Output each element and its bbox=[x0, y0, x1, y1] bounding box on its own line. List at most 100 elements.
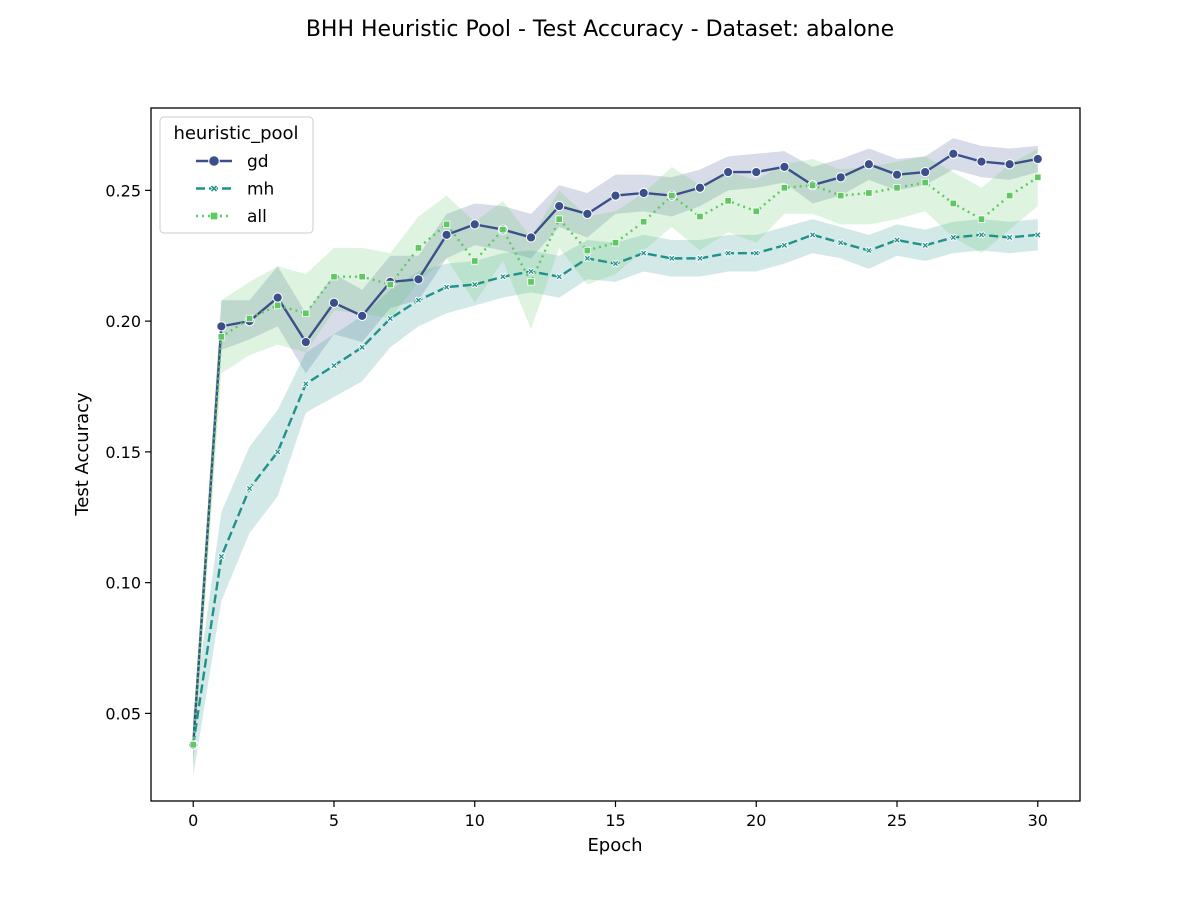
data-point-mh bbox=[273, 448, 282, 456]
data-point-all bbox=[921, 178, 929, 187]
legend-box bbox=[159, 116, 314, 234]
x-tick-label: 30 bbox=[1028, 811, 1048, 830]
data-point-all bbox=[893, 184, 901, 192]
data-point-mh bbox=[414, 296, 423, 304]
data-point-all bbox=[555, 215, 563, 223]
data-point-mh bbox=[1034, 231, 1042, 239]
data-point-mh bbox=[893, 236, 901, 244]
data-point-all bbox=[583, 246, 591, 255]
data-point-gd bbox=[582, 208, 593, 220]
legend-items: gd mh all bbox=[196, 152, 274, 227]
data-point-mh bbox=[752, 249, 761, 257]
data-point-all bbox=[949, 199, 957, 208]
data-point-mh bbox=[555, 272, 563, 281]
data-point-gd bbox=[525, 232, 537, 243]
data-point-all bbox=[808, 181, 817, 189]
data-point-gd bbox=[638, 187, 649, 199]
legend-marker-all bbox=[209, 211, 219, 221]
data-point-all bbox=[696, 212, 704, 221]
data-point-all bbox=[527, 278, 535, 286]
series-markers bbox=[188, 148, 1043, 750]
data-point-gd bbox=[779, 161, 790, 172]
data-point-all bbox=[414, 244, 423, 252]
data-point-all bbox=[189, 741, 197, 749]
data-point-all bbox=[752, 207, 760, 215]
data-point-mh bbox=[836, 238, 845, 247]
data-point-mh bbox=[527, 267, 535, 276]
x-tick-label: 10 bbox=[465, 811, 485, 830]
data-point-gd bbox=[694, 182, 706, 193]
data-point-gd bbox=[1032, 153, 1043, 165]
data-point-gd bbox=[751, 166, 762, 178]
data-point-all bbox=[865, 189, 873, 197]
data-point-mh bbox=[499, 272, 507, 281]
y-axis-label: Test Accuracy bbox=[72, 392, 93, 517]
x-tick-label: 0 bbox=[188, 811, 198, 830]
data-point-all bbox=[1034, 173, 1042, 181]
data-point-mh bbox=[724, 249, 732, 257]
data-point-mh bbox=[949, 233, 958, 242]
data-point-all bbox=[724, 197, 732, 205]
data-point-gd bbox=[554, 200, 565, 212]
confidence-bands bbox=[193, 138, 1038, 777]
legend-marker-gd bbox=[208, 155, 220, 167]
data-point-mh bbox=[668, 254, 676, 263]
legend-label-all: all bbox=[247, 207, 267, 227]
data-point-gd bbox=[610, 190, 621, 201]
y-tick-label: 0.25 bbox=[105, 181, 141, 200]
x-axis: 0 5 10 15 20 25 30 bbox=[188, 801, 1048, 830]
data-point-all bbox=[302, 309, 310, 317]
data-point-gd bbox=[1004, 159, 1015, 170]
data-point-gd bbox=[723, 166, 734, 178]
data-point-all bbox=[442, 220, 451, 229]
y-tick-label: 0.05 bbox=[105, 704, 141, 723]
data-point-all bbox=[217, 333, 226, 341]
data-point-mh bbox=[583, 254, 592, 263]
data-point-mh bbox=[780, 241, 789, 250]
data-point-mh bbox=[977, 231, 986, 239]
data-point-gd bbox=[891, 169, 903, 180]
data-point-gd bbox=[835, 172, 846, 183]
x-tick-label: 20 bbox=[746, 811, 766, 830]
x-tick-label: 15 bbox=[605, 811, 625, 830]
data-point-mh bbox=[470, 280, 479, 289]
data-point-mh bbox=[696, 254, 704, 263]
data-point-mh bbox=[330, 361, 338, 370]
data-point-mh bbox=[1005, 233, 1014, 242]
data-point-mh bbox=[245, 484, 254, 493]
y-tick-label: 0.20 bbox=[105, 312, 141, 331]
data-point-all bbox=[837, 191, 845, 200]
y-tick-label: 0.10 bbox=[105, 574, 141, 593]
legend-marker-mh bbox=[209, 184, 219, 193]
data-point-gd bbox=[441, 229, 452, 240]
data-point-gd bbox=[976, 156, 987, 167]
data-point-all bbox=[358, 273, 366, 281]
data-point-mh bbox=[639, 249, 648, 257]
x-tick-label: 5 bbox=[329, 811, 339, 830]
data-point-gd bbox=[948, 148, 959, 159]
y-tick-label: 0.15 bbox=[105, 443, 141, 462]
x-tick-label: 25 bbox=[887, 811, 907, 830]
data-point-all bbox=[471, 257, 479, 265]
data-point-mh bbox=[865, 246, 873, 255]
data-point-mh bbox=[386, 314, 395, 323]
data-point-all bbox=[668, 191, 676, 200]
data-point-gd bbox=[328, 297, 340, 308]
data-point-gd bbox=[469, 219, 480, 230]
y-axis: 0.05 0.10 0.15 0.20 0.25 bbox=[105, 181, 151, 723]
data-point-gd bbox=[272, 292, 283, 303]
data-point-all bbox=[499, 225, 507, 234]
data-point-gd bbox=[357, 310, 368, 321]
x-axis-label: Epoch bbox=[587, 835, 642, 856]
data-point-all bbox=[245, 314, 254, 323]
data-point-all bbox=[274, 301, 282, 310]
data-point-mh bbox=[358, 343, 366, 352]
confidence-band-all bbox=[193, 148, 1038, 766]
data-point-mh bbox=[217, 552, 226, 561]
data-point-all bbox=[611, 239, 620, 247]
data-point-all bbox=[386, 280, 394, 289]
data-point-all bbox=[1005, 191, 1014, 200]
data-point-mh bbox=[611, 259, 620, 268]
confidence-band-gd bbox=[193, 138, 1038, 766]
